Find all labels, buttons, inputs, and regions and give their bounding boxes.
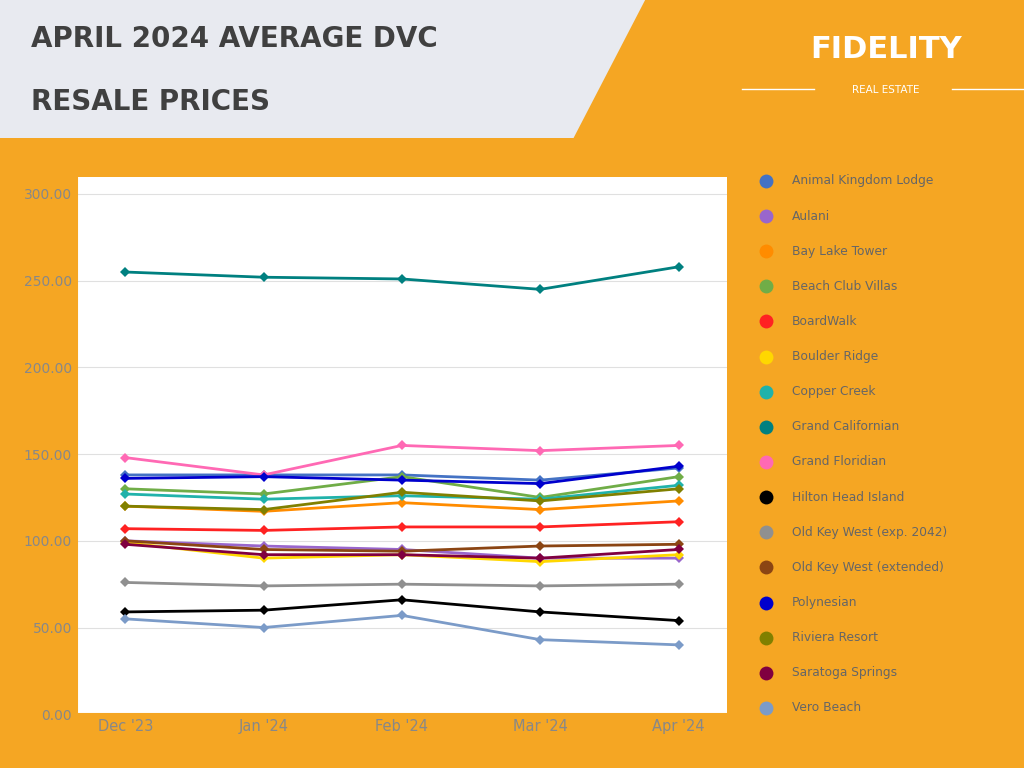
Text: Saratoga Springs: Saratoga Springs	[792, 667, 897, 679]
Text: REAL ESTATE: REAL ESTATE	[852, 84, 920, 95]
Text: Old Key West (exp. 2042): Old Key West (exp. 2042)	[792, 526, 947, 538]
Text: BoardWalk: BoardWalk	[792, 315, 857, 328]
Text: APRIL 2024 AVERAGE DVC: APRIL 2024 AVERAGE DVC	[31, 25, 437, 53]
Text: FIDELITY: FIDELITY	[810, 35, 962, 65]
Text: Copper Creek: Copper Creek	[792, 386, 876, 398]
Text: Animal Kingdom Lodge: Animal Kingdom Lodge	[792, 174, 933, 187]
Text: Aulani: Aulani	[792, 210, 830, 223]
Text: RESALE PRICES: RESALE PRICES	[31, 88, 269, 116]
Text: Boulder Ridge: Boulder Ridge	[792, 350, 879, 363]
Text: Grand Floridian: Grand Floridian	[792, 455, 886, 468]
Text: Hilton Head Island: Hilton Head Island	[792, 491, 904, 504]
Text: Riviera Resort: Riviera Resort	[792, 631, 878, 644]
Text: Vero Beach: Vero Beach	[792, 701, 861, 714]
Text: Old Key West (extended): Old Key West (extended)	[792, 561, 944, 574]
Polygon shape	[0, 0, 645, 138]
Text: Bay Lake Tower: Bay Lake Tower	[792, 245, 887, 258]
Text: Polynesian: Polynesian	[792, 596, 857, 609]
Text: Beach Club Villas: Beach Club Villas	[792, 280, 897, 293]
Text: Grand Californian: Grand Californian	[792, 420, 899, 433]
